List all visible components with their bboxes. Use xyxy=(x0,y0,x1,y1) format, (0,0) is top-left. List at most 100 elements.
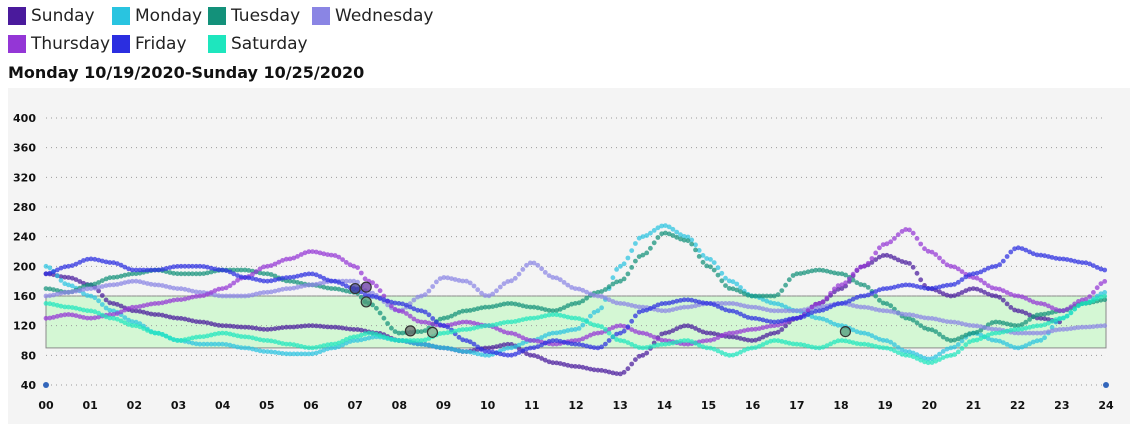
data-point xyxy=(212,292,218,298)
data-point xyxy=(689,237,695,243)
data-point xyxy=(1015,308,1021,314)
data-point xyxy=(411,338,417,343)
x-tick-label: 12 xyxy=(568,399,583,412)
data-point xyxy=(813,345,818,351)
data-point xyxy=(411,316,417,322)
data-point xyxy=(246,275,252,281)
data-point xyxy=(509,352,514,358)
data-point xyxy=(738,336,743,341)
data-point xyxy=(47,315,53,321)
data-point xyxy=(527,260,533,266)
data-point xyxy=(700,338,706,344)
data-point xyxy=(253,336,259,342)
data-point xyxy=(197,293,203,299)
x-tick-label: 05 xyxy=(259,399,274,412)
x-tick-label: 13 xyxy=(613,399,628,412)
data-point xyxy=(197,341,203,347)
legend-swatch xyxy=(8,7,26,25)
data-point xyxy=(959,269,965,274)
data-point xyxy=(167,314,173,320)
data-point xyxy=(355,327,360,332)
data-point xyxy=(576,364,582,370)
data-point xyxy=(666,308,672,313)
data-point xyxy=(741,303,747,309)
data-point xyxy=(599,305,604,311)
data-point xyxy=(835,283,841,289)
data-point xyxy=(955,279,961,285)
data-point xyxy=(918,314,924,320)
data-point xyxy=(730,279,736,285)
data-point xyxy=(253,269,259,274)
data-point xyxy=(892,255,897,261)
data-point xyxy=(880,242,886,248)
data-point xyxy=(422,342,428,347)
data-point xyxy=(621,301,627,307)
data-point xyxy=(674,339,680,345)
data-point xyxy=(426,320,432,326)
data-point xyxy=(756,316,762,322)
data-point xyxy=(989,337,995,343)
data-point xyxy=(1027,297,1032,303)
data-point xyxy=(291,324,297,330)
data-point xyxy=(572,315,578,321)
data-point xyxy=(693,340,698,346)
legend-label: Sunday xyxy=(31,6,95,26)
x-tick-label: 15 xyxy=(701,399,716,412)
data-point xyxy=(726,330,732,336)
data-point xyxy=(73,277,79,282)
data-point xyxy=(625,271,631,277)
data-point xyxy=(464,319,469,325)
legend-item-monday: Monday xyxy=(112,4,202,28)
data-point xyxy=(197,289,203,295)
data-point xyxy=(948,282,954,288)
data-point xyxy=(625,255,631,261)
data-point xyxy=(1000,258,1006,264)
data-point xyxy=(606,297,612,303)
data-point xyxy=(148,281,154,287)
data-point xyxy=(122,280,128,285)
data-point xyxy=(137,304,143,309)
data-point xyxy=(298,252,304,257)
data-point xyxy=(152,267,158,273)
data-point xyxy=(437,322,443,328)
data-point xyxy=(749,304,755,310)
data-point xyxy=(163,266,169,271)
data-point xyxy=(486,293,492,299)
data-point xyxy=(497,284,503,290)
data-point xyxy=(809,344,815,350)
data-point xyxy=(160,332,165,337)
data-point xyxy=(227,323,233,329)
data-point xyxy=(629,361,635,367)
data-point xyxy=(959,277,965,282)
data-point xyxy=(895,232,901,238)
data-point xyxy=(520,317,526,322)
data-point xyxy=(569,315,574,321)
data-point xyxy=(310,345,315,351)
data-point xyxy=(328,341,334,347)
data-point xyxy=(1064,313,1070,319)
data-point xyxy=(62,290,68,295)
data-point xyxy=(550,330,556,336)
data-point xyxy=(1087,324,1093,330)
data-point xyxy=(415,307,421,313)
data-point xyxy=(599,368,604,373)
data-point xyxy=(358,327,364,333)
data-point xyxy=(370,334,375,340)
data-point xyxy=(922,315,927,321)
data-point xyxy=(531,260,537,266)
data-point xyxy=(81,291,86,296)
data-point xyxy=(572,301,578,306)
data-point xyxy=(54,313,60,319)
data-point xyxy=(520,267,526,272)
data-point xyxy=(66,304,71,310)
data-point xyxy=(381,315,387,321)
data-point xyxy=(854,295,860,300)
data-point xyxy=(141,267,147,273)
data-point xyxy=(246,334,252,340)
data-point xyxy=(554,338,559,343)
data-point xyxy=(449,329,454,335)
data-point xyxy=(771,330,777,336)
data-point xyxy=(768,293,773,299)
data-point xyxy=(122,320,128,326)
data-point xyxy=(944,282,950,288)
